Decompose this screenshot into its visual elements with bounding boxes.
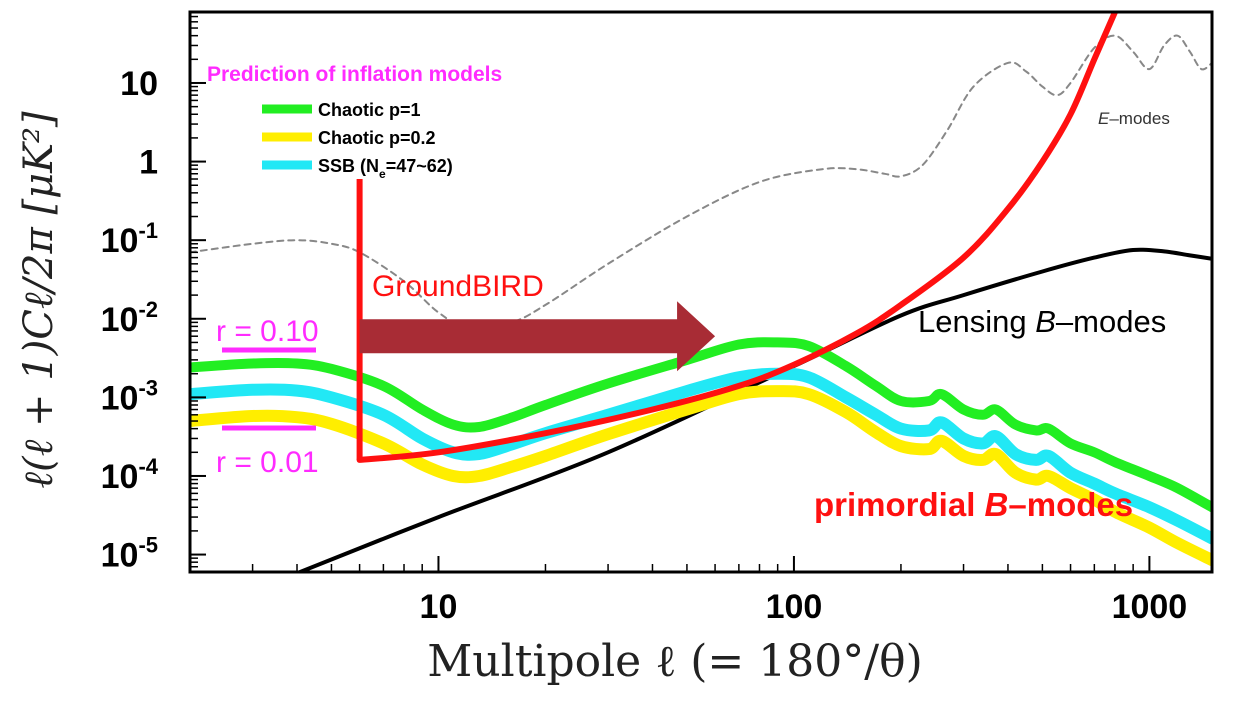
series-groundbird xyxy=(356,12,1118,463)
y-tick-label: 1 xyxy=(139,144,158,182)
series-ssb xyxy=(190,367,1212,545)
groundbird-label: GroundBIRD xyxy=(372,270,544,303)
series-lensing xyxy=(295,247,1212,572)
r-high-label: r = 0.10 xyxy=(216,315,319,348)
lensing-label: Lensing B–modes xyxy=(918,304,1166,339)
x-tick-label: 1000 xyxy=(1112,588,1188,626)
series-chaotic-p02 xyxy=(190,385,1212,567)
y-tick-label: 10-5 xyxy=(101,533,158,575)
plot-frame xyxy=(188,10,1214,574)
legend-entry-label: SSB (Ne=47~62) xyxy=(318,156,453,181)
series-emodes xyxy=(190,34,1212,328)
y-tick-label: 10-2 xyxy=(101,297,158,339)
x-axis-label: Multipole ℓ (= 180°/θ) xyxy=(427,636,923,687)
emodes-label: E–modes xyxy=(1098,109,1170,128)
primordial-label: primordial B–modes xyxy=(814,486,1133,523)
y-tick-label: 10-4 xyxy=(101,454,159,496)
legend-entry-label: Chaotic p=0.2 xyxy=(318,128,436,148)
y-tick-label: 10-3 xyxy=(101,375,158,417)
legend: Prediction of inflation models Chaotic p… xyxy=(207,63,502,181)
x-tick-label: 10 xyxy=(420,588,458,626)
x-tick-label: 100 xyxy=(766,588,823,626)
r-low-label: r = 0.01 xyxy=(216,446,319,479)
series-chaotic-p1 xyxy=(190,337,1212,513)
y-tick-label: 10-1 xyxy=(101,218,158,260)
y-axis-label: ℓ(ℓ + 1)Cℓ/2π [μK²] xyxy=(16,111,62,489)
legend-entry-label: Chaotic p=1 xyxy=(318,100,421,120)
y-tick-label: 10 xyxy=(120,65,158,103)
legend-title: Prediction of inflation models xyxy=(207,63,502,86)
groundbird-arrow xyxy=(359,301,716,372)
